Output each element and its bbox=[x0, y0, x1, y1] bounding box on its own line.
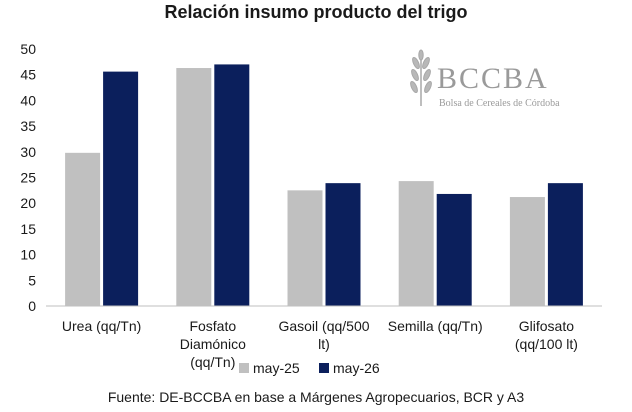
bar-may-26 bbox=[325, 183, 361, 306]
legend-swatch bbox=[319, 363, 329, 373]
y-tick-label: 50 bbox=[20, 41, 36, 57]
legend-swatch bbox=[239, 363, 249, 373]
y-tick-label: 0 bbox=[28, 298, 36, 314]
x-tick-label: (qq/Tn) bbox=[190, 354, 235, 370]
y-tick-label: 35 bbox=[20, 118, 36, 134]
bccba-logo: BCCBA Bolsa de Cereales de Córdoba bbox=[410, 49, 560, 109]
x-tick-label: Gasoil (qq/500 bbox=[278, 318, 369, 334]
bar-may-25 bbox=[287, 190, 323, 306]
logo-subtitle: Bolsa de Cereales de Córdoba bbox=[439, 98, 560, 109]
x-tick-label: Diamónico bbox=[180, 336, 246, 352]
bar-may-26 bbox=[103, 71, 139, 306]
y-tick-label: 15 bbox=[20, 221, 36, 237]
y-tick-label: 45 bbox=[20, 67, 36, 83]
y-axis: 0 5 10 15 20 25 30 35 40 45 50 bbox=[20, 41, 36, 314]
y-tick-label: 40 bbox=[20, 92, 36, 108]
y-tick-label: 30 bbox=[20, 144, 36, 160]
wheat-icon bbox=[410, 49, 432, 106]
bar-may-25 bbox=[65, 152, 101, 306]
y-tick-label: 10 bbox=[20, 247, 36, 263]
bar-may-26 bbox=[436, 193, 472, 306]
x-tick-label: Semilla (qq/Tn) bbox=[388, 318, 483, 334]
x-tick-label: Urea (qq/Tn) bbox=[62, 318, 141, 334]
y-tick-label: 25 bbox=[20, 170, 36, 186]
x-tick-label: Fosfato bbox=[189, 318, 236, 334]
chart-title: Relación insumo producto del trigo bbox=[164, 2, 467, 22]
legend-label: may-25 bbox=[253, 360, 300, 376]
bars bbox=[65, 64, 583, 306]
legend-label: may-26 bbox=[333, 360, 380, 376]
bar-may-25 bbox=[509, 197, 545, 306]
x-axis-labels: Urea (qq/Tn) Fosfato Diamónico (qq/Tn) Gasoi… bbox=[62, 318, 578, 370]
logo-name: BCCBA bbox=[437, 62, 549, 95]
y-tick-label: 5 bbox=[28, 272, 36, 288]
bar-may-25 bbox=[176, 68, 212, 306]
y-tick-label: 20 bbox=[20, 195, 36, 211]
x-tick-label: (qq/100 lt) bbox=[515, 336, 578, 352]
x-tick-label: lt) bbox=[318, 336, 330, 352]
x-tick-label: Glifosato bbox=[519, 318, 574, 334]
bar-may-26 bbox=[547, 183, 583, 306]
source-note: Fuente: DE-BCCBA en base a Márgenes Agro… bbox=[108, 389, 525, 405]
bar-may-25 bbox=[398, 181, 434, 306]
legend: may-25 may-26 bbox=[239, 360, 380, 376]
bar-may-26 bbox=[214, 64, 250, 306]
